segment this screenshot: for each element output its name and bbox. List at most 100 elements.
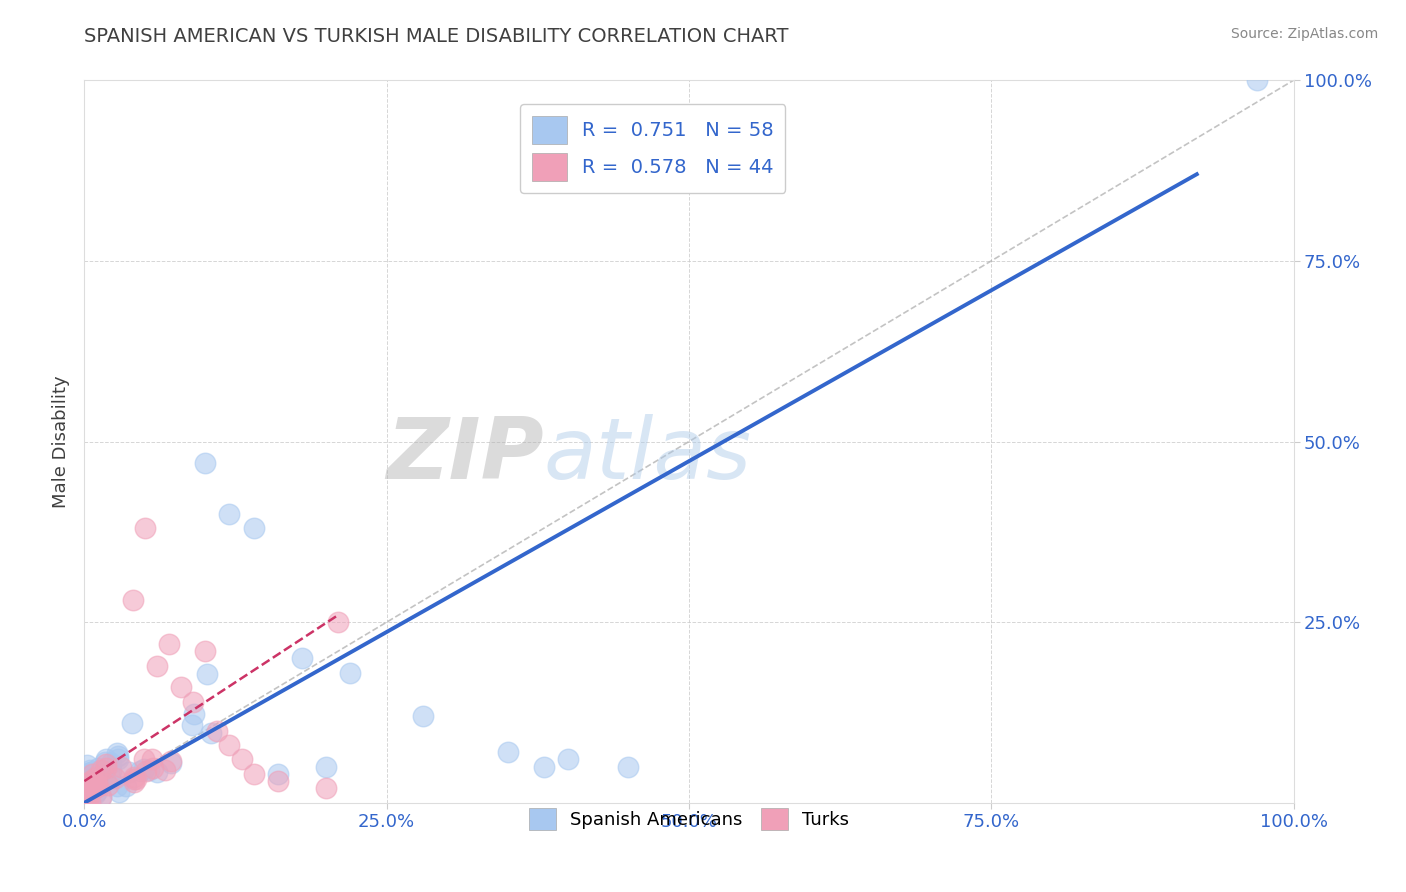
Text: SPANISH AMERICAN VS TURKISH MALE DISABILITY CORRELATION CHART: SPANISH AMERICAN VS TURKISH MALE DISABIL… — [84, 27, 789, 45]
Point — [110, 760, 132, 774]
Point — [90, 790, 112, 805]
Point — [141, 751, 163, 765]
Point — [83, 780, 105, 795]
Point — [134, 521, 156, 535]
Point — [77, 783, 100, 797]
Point — [79, 795, 101, 809]
Point — [100, 756, 122, 770]
Point — [242, 521, 264, 535]
Point — [80, 769, 103, 783]
Text: ZIP: ZIP — [387, 415, 544, 498]
Point — [96, 752, 118, 766]
Point — [267, 767, 290, 781]
Point — [90, 778, 112, 792]
Point — [557, 752, 579, 766]
Point — [267, 774, 290, 789]
Point — [160, 754, 183, 768]
Point — [121, 715, 143, 730]
Point — [79, 782, 101, 797]
Point — [86, 761, 108, 775]
Point — [160, 756, 183, 771]
Point — [80, 766, 103, 780]
Point — [79, 775, 101, 789]
Point — [122, 775, 145, 789]
Point — [339, 665, 361, 680]
Point — [194, 456, 217, 470]
Point — [77, 780, 100, 795]
Point — [170, 680, 193, 694]
Point — [328, 615, 350, 630]
Point — [76, 776, 98, 790]
Point — [291, 651, 314, 665]
Point — [107, 749, 129, 764]
Point — [90, 790, 112, 805]
Point — [181, 718, 204, 732]
Point — [157, 637, 180, 651]
Point — [134, 763, 156, 777]
Point — [315, 760, 337, 774]
Point — [98, 768, 121, 782]
Point — [97, 778, 120, 792]
Point — [76, 795, 98, 809]
Point — [82, 773, 104, 788]
Point — [107, 785, 129, 799]
Point — [87, 779, 110, 793]
Point — [138, 763, 160, 777]
Point — [107, 752, 129, 766]
Text: atlas: atlas — [544, 415, 752, 498]
Point — [146, 658, 169, 673]
Point — [617, 760, 640, 774]
Point — [94, 755, 117, 769]
Point — [75, 795, 97, 809]
Point — [79, 765, 101, 780]
Point — [207, 723, 229, 738]
Text: Source: ZipAtlas.com: Source: ZipAtlas.com — [1230, 27, 1378, 41]
Point — [94, 773, 117, 788]
Point — [75, 781, 97, 796]
Point — [194, 644, 217, 658]
Point — [146, 764, 169, 779]
Point — [242, 767, 264, 781]
Point — [100, 763, 122, 777]
Point — [77, 793, 100, 807]
Point — [153, 763, 176, 777]
Point — [94, 761, 117, 775]
Y-axis label: Male Disability: Male Disability — [52, 376, 70, 508]
Point — [122, 770, 145, 784]
Point — [183, 706, 205, 721]
Point — [218, 507, 240, 521]
Point — [82, 764, 104, 779]
Point — [181, 695, 204, 709]
Point — [533, 760, 555, 774]
Point — [96, 757, 118, 772]
Point — [86, 777, 108, 791]
Point — [80, 764, 103, 779]
Point — [75, 793, 97, 807]
Point — [125, 772, 148, 786]
Point — [107, 746, 129, 760]
Point — [231, 752, 253, 766]
Point — [79, 763, 101, 777]
Point — [121, 593, 143, 607]
Point — [115, 780, 138, 794]
Point — [86, 779, 108, 793]
Point — [218, 738, 240, 752]
Point — [105, 779, 128, 793]
Point — [75, 789, 97, 803]
Point — [129, 764, 152, 779]
Point — [90, 763, 112, 777]
Point — [142, 761, 165, 775]
Point — [104, 771, 127, 785]
Point — [77, 765, 100, 780]
Point — [496, 745, 519, 759]
Point — [135, 764, 157, 778]
Point — [76, 758, 98, 772]
Legend: Spanish Americans, Turks: Spanish Americans, Turks — [522, 801, 856, 837]
Point — [132, 752, 155, 766]
Point — [200, 725, 222, 739]
Point — [1246, 73, 1268, 87]
Point — [80, 766, 103, 780]
Point — [86, 780, 108, 794]
Point — [118, 765, 141, 780]
Point — [195, 666, 218, 681]
